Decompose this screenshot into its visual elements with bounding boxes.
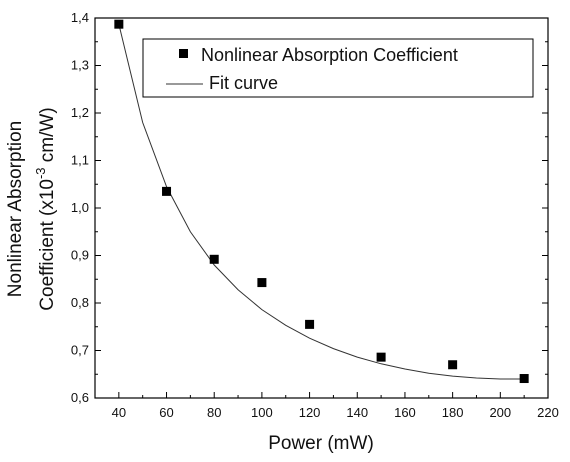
y-tick-label-7: 1,3 xyxy=(71,58,89,73)
x-tick-label-1: 60 xyxy=(159,405,173,420)
data-point-7 xyxy=(519,374,529,384)
x-axis-ticks: 40 60 80 100 120 140 160 180 200 220 xyxy=(112,392,559,420)
y-tick-label-8: 1,4 xyxy=(71,10,89,25)
x-tick-label-6: 160 xyxy=(394,405,416,420)
legend-scatter-marker xyxy=(179,49,188,58)
x-tick-label-0: 40 xyxy=(112,405,126,420)
y-axis-ticks: 0,6 0,7 0,8 0,9 1,0 1,1 1,2 1,3 1,4 xyxy=(71,10,548,405)
y-tick-label-3: 0,9 xyxy=(71,248,89,263)
legend-box xyxy=(142,38,534,98)
y-axis-title-line2-prefix: Coefficient (x10 xyxy=(37,179,58,311)
x-tick-label-4: 120 xyxy=(299,405,321,420)
y-tick-label-4: 1,0 xyxy=(71,200,89,215)
legend-label-scatter: Nonlinear Absorption Coefficient xyxy=(201,45,458,65)
data-point-0 xyxy=(114,19,124,29)
fit-curve-layer xyxy=(118,24,525,380)
y-axis-title-line1: Nonlinear Absorption xyxy=(5,121,26,297)
y-tick-label-1: 0,7 xyxy=(71,343,89,358)
data-points-layer xyxy=(114,19,529,384)
y-tick-label-5: 1,1 xyxy=(71,153,89,168)
data-point-6 xyxy=(448,360,458,370)
data-point-5 xyxy=(376,352,386,362)
x-tick-label-7: 180 xyxy=(442,405,464,420)
data-point-2 xyxy=(209,254,219,264)
y-axis-title-line2: Coefficient (x10-3 cm/W) xyxy=(33,107,58,310)
data-point-1 xyxy=(162,186,172,196)
x-axis-title: Power (mW) xyxy=(268,433,374,454)
x-tick-label-8: 200 xyxy=(489,405,511,420)
legend: Nonlinear Absorption Coefficient Fit cur… xyxy=(142,38,534,98)
data-point-4 xyxy=(305,319,315,329)
y-tick-label-0: 0,6 xyxy=(71,390,89,405)
x-tick-label-5: 140 xyxy=(346,405,368,420)
y-tick-label-2: 0,8 xyxy=(71,295,89,310)
data-point-3 xyxy=(257,278,267,288)
y-tick-label-6: 1,2 xyxy=(71,105,89,120)
fit-curve-line xyxy=(118,24,525,380)
x-tick-label-3: 100 xyxy=(251,405,273,420)
y-axis-title-line2-superscript: -3 xyxy=(33,167,48,179)
x-tick-label-9: 220 xyxy=(537,405,559,420)
y-axis-title-line2-suffix: cm/W) xyxy=(37,107,58,167)
x-tick-label-2: 80 xyxy=(207,405,221,420)
legend-label-fit: Fit curve xyxy=(209,73,278,93)
